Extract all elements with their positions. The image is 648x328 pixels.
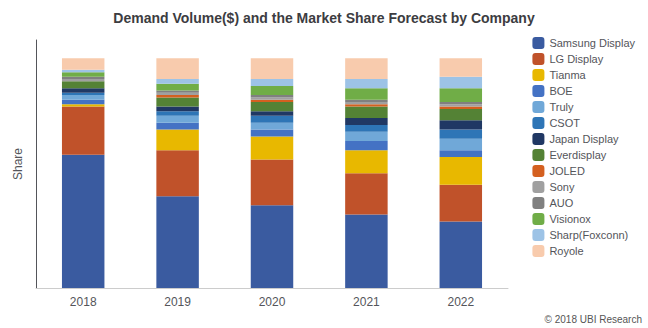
svg-text:Samsung Display: Samsung Display xyxy=(549,37,635,49)
svg-text:Visionox: Visionox xyxy=(549,213,591,225)
svg-text:AUO: AUO xyxy=(549,197,573,209)
svg-text:LG Display: LG Display xyxy=(549,53,603,65)
svg-text:JOLED: JOLED xyxy=(549,165,585,177)
svg-text:Royole: Royole xyxy=(549,245,583,257)
svg-text:Demand Volume($) and the Marke: Demand Volume($) and the Market Share Fo… xyxy=(113,10,535,26)
svg-text:Tianma: Tianma xyxy=(549,69,586,81)
svg-text:© 2018 UBI Research: © 2018 UBI Research xyxy=(545,314,642,325)
svg-text:Japan Display: Japan Display xyxy=(549,133,619,145)
svg-text:2021: 2021 xyxy=(353,295,380,309)
svg-text:Truly: Truly xyxy=(549,101,574,113)
svg-text:2022: 2022 xyxy=(447,295,474,309)
svg-text:BOE: BOE xyxy=(549,85,572,97)
svg-text:2018: 2018 xyxy=(70,295,97,309)
svg-text:2019: 2019 xyxy=(164,295,191,309)
svg-text:CSOT: CSOT xyxy=(549,117,580,129)
svg-text:2020: 2020 xyxy=(259,295,286,309)
svg-text:Sharp(Foxconn): Sharp(Foxconn) xyxy=(549,229,628,241)
svg-text:Share: Share xyxy=(11,148,25,180)
svg-text:Everdisplay: Everdisplay xyxy=(549,149,606,161)
svg-text:Sony: Sony xyxy=(549,181,575,193)
